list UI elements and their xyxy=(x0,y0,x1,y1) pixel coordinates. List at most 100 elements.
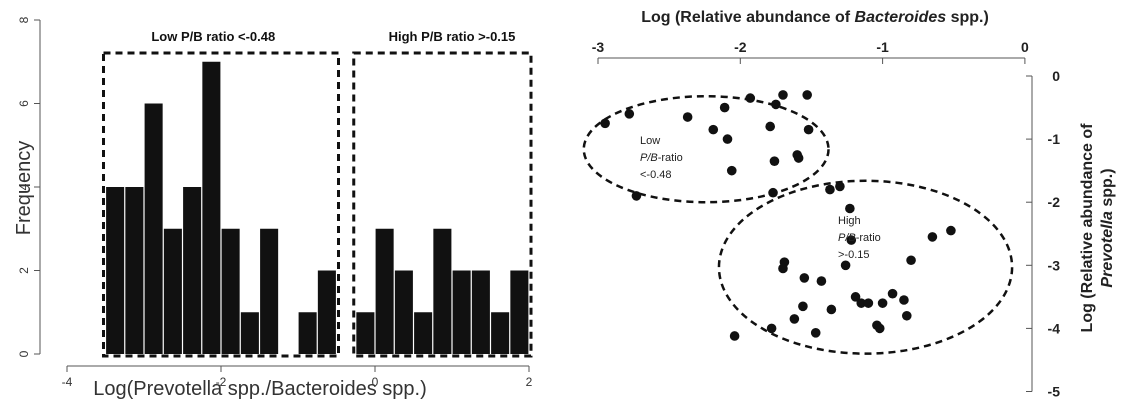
scatter-x-tick-label: -2 xyxy=(734,39,747,55)
group-frame xyxy=(102,51,340,358)
histogram-x-tick-label: -2 xyxy=(216,375,227,389)
scatter-point xyxy=(901,310,912,321)
scatter-point xyxy=(899,295,909,305)
scatter-y-tick-label: -4 xyxy=(1048,320,1061,336)
histogram-bar xyxy=(240,312,259,354)
histogram-x-tick-label: 0 xyxy=(372,375,379,389)
histogram-bar xyxy=(356,312,375,354)
histogram-bar xyxy=(317,270,336,354)
scatter-point xyxy=(769,156,780,166)
histogram-panel: Low P/B ratio <-0.48 High P/B ratio >-0.1… xyxy=(13,16,533,400)
group-annotation-line: P/B-ratio xyxy=(838,232,881,244)
histogram-y-tick-label: 6 xyxy=(17,100,31,107)
scatter-point xyxy=(802,90,812,100)
histogram-x-axis-label: Log(Prevotella spp./Bacteroides spp.) xyxy=(93,378,427,400)
histogram-bar xyxy=(221,228,240,354)
histogram-bar xyxy=(298,312,317,354)
scatter-point xyxy=(631,191,642,201)
scatter-x-axis-label: Log (Relative abundance of Bacteroides s… xyxy=(641,9,989,26)
scatter-y-tick-label: -1 xyxy=(1048,131,1061,147)
scatter-point xyxy=(708,124,719,135)
scatter-point xyxy=(946,225,956,236)
histogram-bar xyxy=(125,187,144,354)
scatter-point xyxy=(846,235,857,245)
histogram-bar xyxy=(433,228,452,354)
scatter-point xyxy=(789,314,800,324)
scatter-point xyxy=(816,276,827,286)
scatter-point xyxy=(835,181,845,192)
scatter-point xyxy=(826,304,837,315)
histogram-bar xyxy=(144,103,163,354)
scatter-point xyxy=(765,121,775,132)
scatter-x-tick-label: -3 xyxy=(592,39,605,55)
histogram-y-axis-label: Frequency xyxy=(13,141,35,236)
scatter-point xyxy=(874,323,885,334)
scatter-point xyxy=(766,323,777,334)
histogram-bar xyxy=(491,312,510,354)
histogram-bar xyxy=(202,61,221,354)
scatter-point xyxy=(887,288,898,299)
scatter-point xyxy=(850,292,861,302)
scatter-point xyxy=(906,255,916,266)
scatter-point xyxy=(803,124,814,135)
scatter-y-tick-label: -2 xyxy=(1048,194,1061,210)
scatter-y-axis-label: Log (Relative abundance of Prevotella spp… xyxy=(1079,123,1116,333)
scatter-point xyxy=(600,118,610,129)
scatter-point xyxy=(778,90,788,100)
scatter-point xyxy=(729,331,740,341)
scatter-y-tick-label: 0 xyxy=(1052,68,1060,84)
histogram-x-tick-label: 2 xyxy=(526,375,533,389)
histogram-bar xyxy=(394,270,413,354)
scatter-point xyxy=(798,301,808,312)
histogram-y-tick-label: 8 xyxy=(17,16,31,23)
histogram-bar xyxy=(375,228,394,354)
histogram-y-tick-label: 4 xyxy=(17,183,31,190)
histogram-bar xyxy=(183,187,202,354)
histogram-y-tick-label: 2 xyxy=(17,267,31,274)
group-annotation-line: <-0.48 xyxy=(640,169,672,181)
scatter-x-tick-label: 0 xyxy=(1021,39,1029,55)
group-annotation-line: Low xyxy=(640,135,660,147)
group-frame xyxy=(352,51,533,358)
scatter-point xyxy=(863,298,874,308)
scatter-point xyxy=(845,203,855,214)
scatter-x-tick-label: -1 xyxy=(876,39,889,55)
scatter-point xyxy=(745,93,756,103)
scatter-point xyxy=(682,112,693,122)
group-ellipse xyxy=(582,94,830,204)
scatter-point xyxy=(927,232,938,242)
scatter-point xyxy=(624,109,635,119)
histogram-bar xyxy=(471,270,490,354)
scatter-point xyxy=(726,165,737,176)
group-annotation-line: High xyxy=(838,215,861,227)
scatter-point xyxy=(778,263,788,274)
histogram-bar xyxy=(260,228,279,354)
scatter-point xyxy=(840,260,851,271)
scatter-point xyxy=(722,134,733,144)
group-annotation-line: >-0.15 xyxy=(838,249,870,261)
histogram-x-tick-label: -4 xyxy=(62,375,73,389)
scatter-point xyxy=(793,153,804,163)
histogram-bar xyxy=(510,270,529,354)
histogram-bar xyxy=(414,312,433,354)
scatter-point xyxy=(771,99,781,110)
histogram-bar xyxy=(106,187,125,354)
histogram-bar xyxy=(163,228,182,354)
histogram-group-title: Low P/B ratio <-0.48 xyxy=(151,29,275,44)
scatter-point xyxy=(856,298,867,308)
histogram-group-title: High P/B ratio >-0.15 xyxy=(389,29,516,44)
scatter-point xyxy=(719,102,730,113)
scatter-point xyxy=(877,298,888,308)
scatter-point xyxy=(768,187,778,198)
group-annotation-line: P/B-ratio xyxy=(640,152,683,164)
scatter-point xyxy=(810,328,821,338)
scatter-point xyxy=(825,184,835,195)
group-ellipse xyxy=(717,179,1014,355)
scatter-y-tick-label: -3 xyxy=(1048,257,1061,273)
histogram-y-tick-label: 0 xyxy=(17,350,31,357)
scatter-point xyxy=(799,273,810,283)
scatter-y-tick-label: -5 xyxy=(1048,384,1061,400)
scatter-panel: -3 -2 -1 0 0 -1 -2 -3 -4 -5 Low P/B-ratio <-0.48 Hi… xyxy=(582,9,1116,400)
histogram-bar xyxy=(452,270,471,354)
